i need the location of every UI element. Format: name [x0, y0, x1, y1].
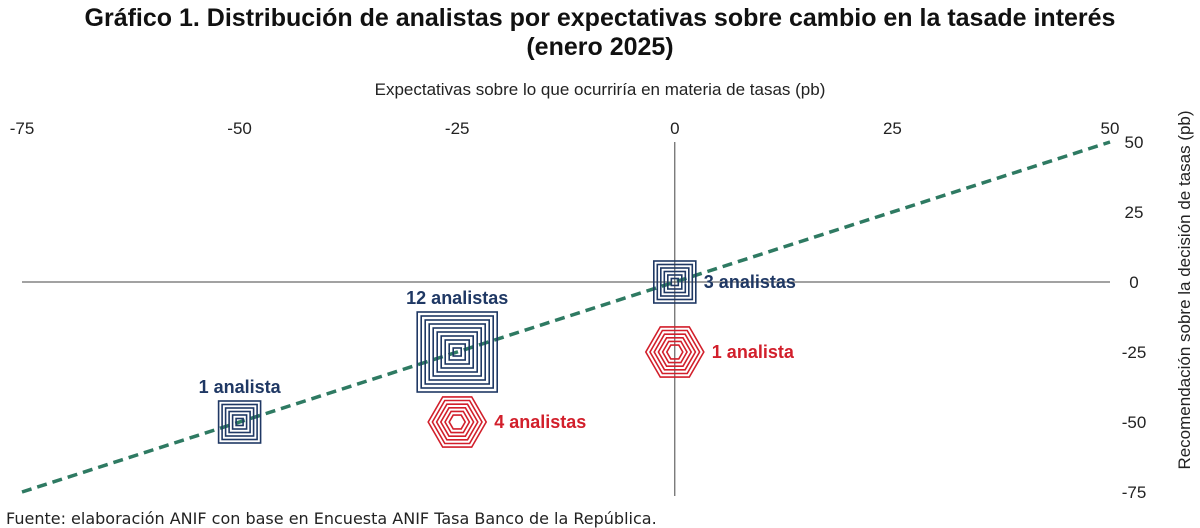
x-axis-label: Expectativas sobre lo que ocurriría en m…	[375, 80, 826, 99]
markers	[217, 260, 705, 448]
square-marker	[217, 400, 262, 444]
y-tick-label: 50	[1125, 133, 1144, 152]
data-label: 1 analista	[712, 342, 795, 362]
data-label: 4 analistas	[494, 412, 586, 432]
y-tick-label: 0	[1129, 273, 1138, 292]
chart-title: Gráfico 1. Distribución de analistas por…	[0, 4, 1200, 62]
hexagon-marker	[644, 326, 705, 378]
data-label: 3 analistas	[704, 272, 796, 292]
x-tick-label: -25	[445, 119, 470, 138]
y-tick-label: -25	[1122, 343, 1147, 362]
y-tick-label: -75	[1122, 483, 1147, 502]
chart-title-line-2: (enero 2025)	[526, 33, 674, 61]
y-axis-label: Recomendación sobre la decisión de tasas…	[1175, 110, 1194, 469]
reference-line-layer	[21, 140, 1111, 494]
x-tick-label: 0	[670, 119, 679, 138]
data-label: 12 analistas	[406, 288, 508, 308]
square-marker	[652, 260, 697, 304]
x-tick-label: -75	[10, 119, 35, 138]
data-label: 1 analista	[199, 377, 282, 397]
y-tick-label: 25	[1125, 203, 1144, 222]
x-tick-label: 50	[1101, 119, 1120, 138]
hexagon-marker	[427, 396, 488, 448]
chart-title-line-1: Gráfico 1. Distribución de analistas por…	[84, 4, 1116, 32]
source-note: Fuente: elaboración ANIF con base en Enc…	[6, 509, 657, 528]
data-labels: 1 analista 12 analistas 3 analistas 4 anali…	[199, 272, 796, 432]
x-tick-label: -50	[227, 119, 252, 138]
reference-line	[21, 140, 1111, 494]
y-tick-label: -50	[1122, 413, 1147, 432]
square-marker	[416, 311, 499, 393]
axes: -75 -50 -25 0 25 50 50 25 0 -25 -50 -75	[10, 119, 1147, 502]
x-tick-label: 25	[883, 119, 902, 138]
